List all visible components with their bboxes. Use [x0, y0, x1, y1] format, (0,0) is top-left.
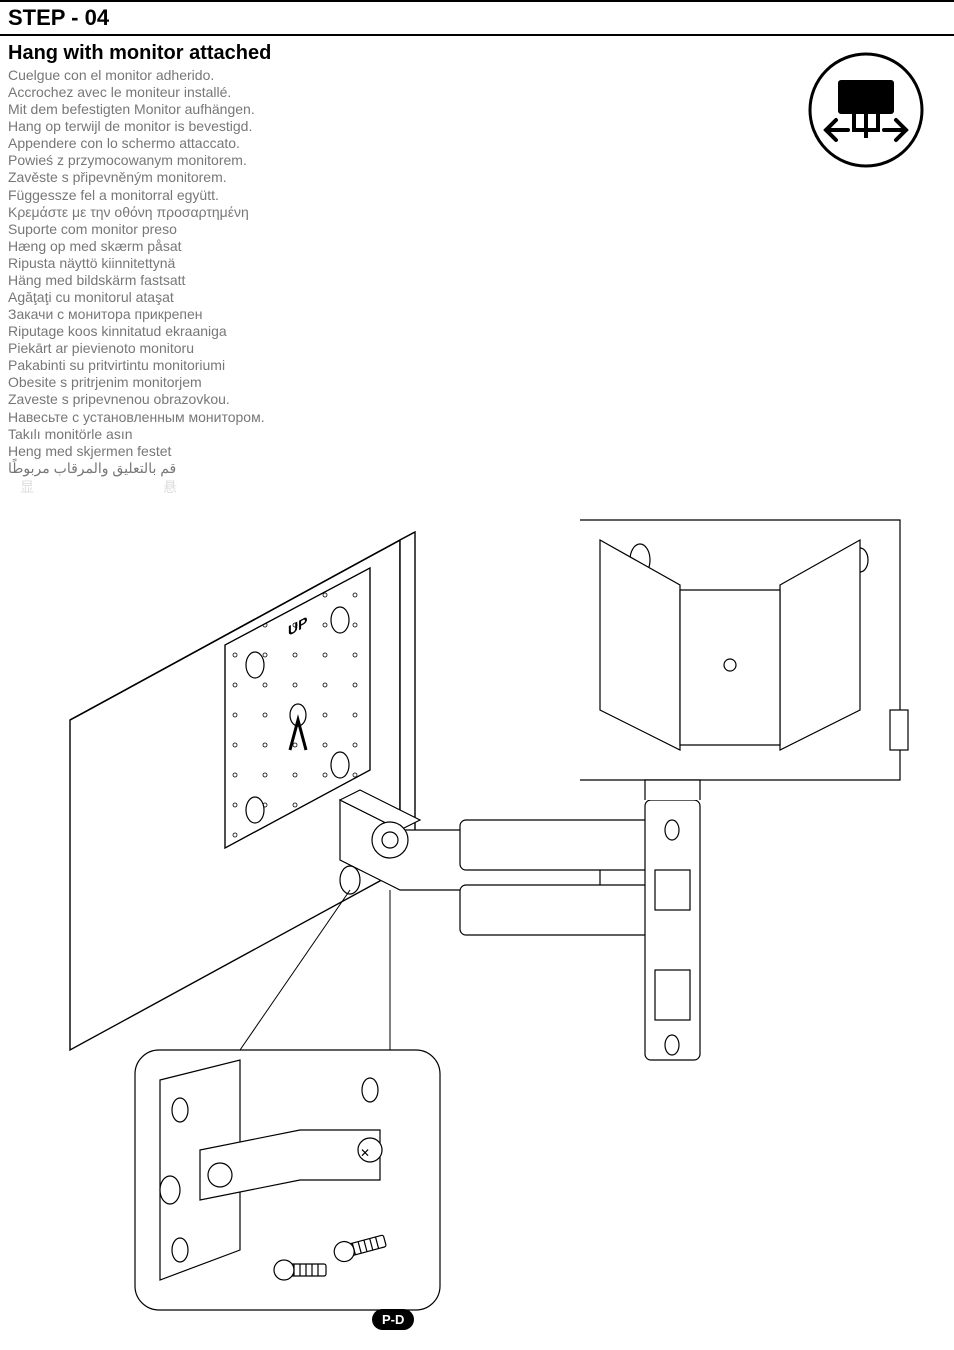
- translation-line: Piekārt ar pievienoto monitoru: [8, 340, 946, 357]
- step-header: STEP - 04: [0, 0, 954, 36]
- assembly-diagram: UP ✕: [40, 490, 920, 1320]
- translation-line: Pakabinti su pritvirtintu monitoriumi: [8, 357, 946, 374]
- svg-text:✕: ✕: [360, 1146, 370, 1160]
- translation-line: Zaveste s pripevnenou obrazovkou.: [8, 391, 946, 408]
- translation-line: Obesite s pritrjenim monitorjem: [8, 374, 946, 391]
- translation-line: Zavěste s připevněným monitorem.: [8, 169, 946, 186]
- translation-line: Навесьте с установленным монитором.: [8, 409, 946, 426]
- translation-line: Suporte com monitor preso: [8, 221, 946, 238]
- cjk-char: 显: [20, 479, 35, 495]
- translation-line: Ripusta näyttö kiinnitettynä: [8, 255, 946, 272]
- translation-line: Hæng op med skærm påsat: [8, 238, 946, 255]
- translation-line: Häng med bildskärm fastsatt: [8, 272, 946, 289]
- translation-line: Takılı monitörle asın: [8, 426, 946, 443]
- translation-line: Κρεμάστε με την οθόνη προσαρτημένη: [8, 204, 946, 221]
- part-label-badge: P-D: [372, 1309, 414, 1330]
- translation-line: Riputage koos kinnitatud ekraaniga: [8, 323, 946, 340]
- translation-line: Heng med skjermen festet: [8, 443, 946, 460]
- translation-line: Függessze fel a monitorral együtt.: [8, 187, 946, 204]
- hang-icon: [806, 50, 926, 170]
- translation-line: قم بالتعليق والمرقاب مربوطًا: [8, 460, 946, 477]
- detail-top-right: [580, 520, 908, 780]
- translation-line: Закачи с монитора прикрепен: [8, 306, 946, 323]
- translation-line: Agăţaţi cu monitorul ataşat: [8, 289, 946, 306]
- step-label: STEP - 04: [8, 5, 109, 30]
- detail-lower: ✕: [135, 1050, 440, 1310]
- arm-assembly: [340, 780, 700, 1060]
